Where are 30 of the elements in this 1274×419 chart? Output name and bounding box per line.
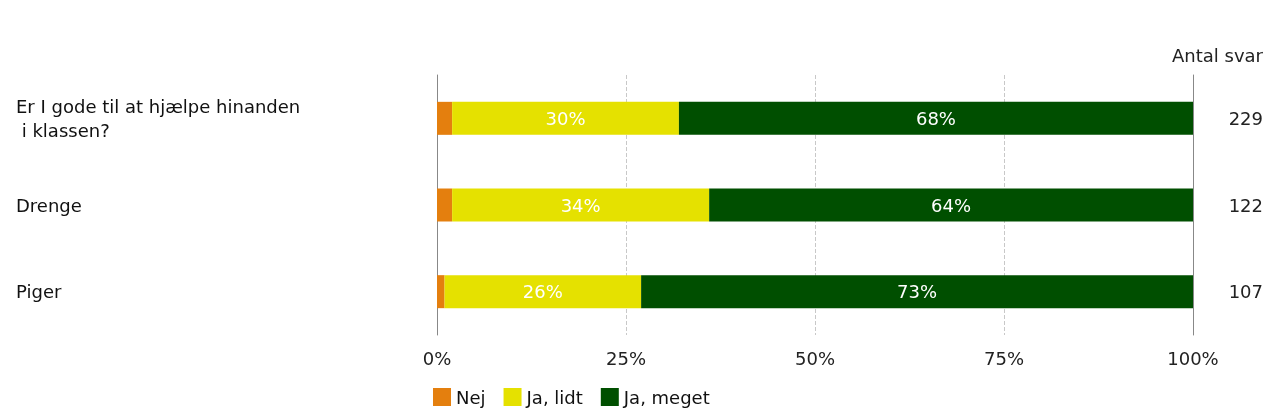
bar xyxy=(678,101,1193,135)
x-tick-label: 50% xyxy=(794,347,836,369)
y2-axis-title: Antal svar xyxy=(1172,44,1264,66)
data-label: 64% xyxy=(931,194,972,216)
bar xyxy=(444,275,642,309)
y-tick-label: Er I gode til at hjælpe hinanden i klassen? xyxy=(16,95,301,141)
bar xyxy=(437,188,453,222)
bar xyxy=(641,275,1193,309)
bar xyxy=(452,101,679,135)
y2-tick-label: 229 xyxy=(1228,107,1263,129)
bar xyxy=(452,188,710,222)
x-tick-label: 25% xyxy=(605,347,647,369)
bar xyxy=(709,188,1193,222)
y-tick-label: Piger xyxy=(16,281,62,303)
data-label: 34% xyxy=(560,194,601,216)
legend-label: Ja, meget xyxy=(622,386,710,408)
bar xyxy=(437,101,453,135)
y2-tick-label: 122 xyxy=(1228,194,1263,216)
x-tick-label: 0% xyxy=(422,347,452,369)
data-label: 30% xyxy=(545,107,586,129)
data-label: 68% xyxy=(915,107,956,129)
y-tick-label: Drenge xyxy=(16,194,82,216)
data-label: 73% xyxy=(897,281,938,303)
data-label: 26% xyxy=(522,281,563,303)
x-tick-label: 100% xyxy=(1167,347,1219,369)
legend-label: Nej xyxy=(456,386,486,408)
legend-label: Ja, lidt xyxy=(525,386,583,408)
x-tick-label: 75% xyxy=(983,347,1025,369)
bar xyxy=(437,275,445,309)
y2-tick-label: 107 xyxy=(1228,281,1263,303)
